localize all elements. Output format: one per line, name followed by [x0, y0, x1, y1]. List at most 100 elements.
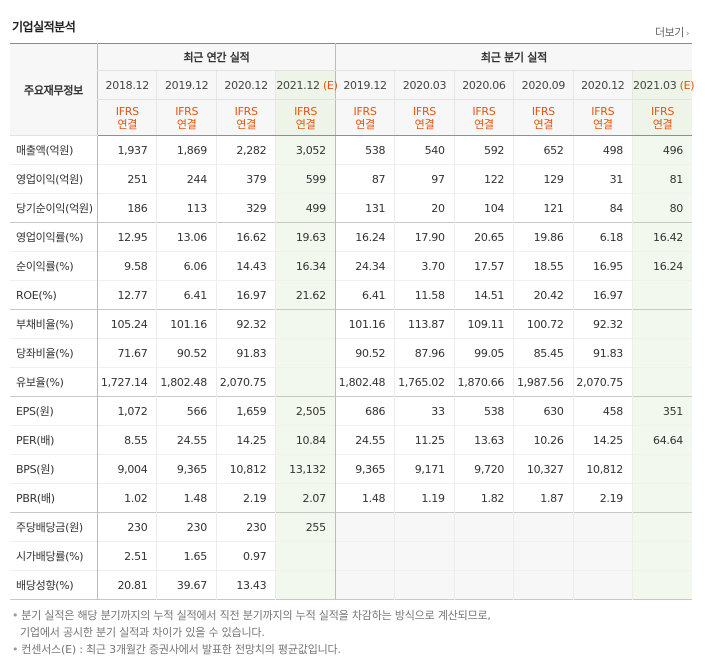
table-cell: 1.19: [394, 483, 455, 513]
table-cell: 113.87: [394, 309, 455, 339]
table-cell: 3,052: [275, 135, 336, 165]
table-cell: [275, 338, 336, 368]
table-cell: 92.32: [215, 309, 276, 339]
period-header-quarter-1: 2020.03: [394, 70, 455, 100]
table-row: PBR(배) 1.02 1.48 2.19 2.07 1.48 1.19 1.82 1.87 2.…: [10, 483, 692, 513]
table-cell: [275, 570, 336, 600]
table-cell: 14.25: [572, 425, 633, 455]
table-cell: [572, 512, 633, 542]
table-cell: 540: [394, 135, 455, 165]
table-cell: 499: [275, 193, 336, 223]
table-cell: 3.70: [394, 251, 455, 281]
table-cell: 230: [156, 512, 217, 542]
table-cell: [453, 570, 514, 600]
table-cell: 122: [453, 164, 514, 194]
table-cell: [572, 570, 633, 600]
ifrs-badge-quarter-0: IFRS 연결: [334, 99, 395, 136]
table-cell: 20.42: [513, 280, 574, 310]
table-cell: 538: [334, 135, 395, 165]
table-cell: 9.58: [97, 251, 157, 281]
table-cell: 6.41: [156, 280, 217, 310]
table-cell: 1.48: [156, 483, 217, 513]
table-row: 영업이익률(%) 12.95 13.06 16.62 19.63 16.24 17.90 20…: [10, 222, 692, 252]
table-row: 순이익률(%) 9.58 6.06 14.43 16.34 24.34 3.70 17.57 1…: [10, 251, 692, 281]
table-row: 당좌비율(%) 71.67 90.52 91.83 90.52 87.96 99.05 85.…: [10, 338, 692, 368]
row-label: 배당성향(%): [10, 570, 98, 600]
table-cell: 19.86: [513, 222, 574, 252]
table-cell: 87: [334, 164, 395, 194]
table-cell: [632, 338, 692, 368]
table-cell: 2,070.75: [215, 367, 276, 397]
table-cell: 113: [156, 193, 217, 223]
row-label: 순이익률(%): [10, 251, 98, 281]
table-cell: 186: [97, 193, 157, 223]
table-cell: 80: [632, 193, 692, 223]
footnotes: • 분기 실적은 해당 분기까지의 누적 실적에서 직전 분기까지의 누적 실적을…: [12, 607, 491, 658]
table-cell: 90.52: [334, 338, 395, 368]
table-row: PER(배) 8.55 24.55 14.25 10.84 24.55 11.25 13.63…: [10, 425, 692, 455]
period-header-quarter-4: 2020.12: [572, 70, 633, 100]
table-cell: 1.48: [334, 483, 395, 513]
table-cell: 6.06: [156, 251, 217, 281]
row-label: 영업이익률(%): [10, 222, 98, 252]
table-cell: 17.90: [394, 222, 455, 252]
row-label: 당좌비율(%): [10, 338, 98, 368]
table-cell: 14.25: [215, 425, 276, 455]
table-cell: 11.58: [394, 280, 455, 310]
ifrs-badge-annual-1: IFRS 연결: [156, 99, 217, 136]
table-cell: 11.25: [394, 425, 455, 455]
table-cell: 379: [215, 164, 276, 194]
table-cell: 9,720: [453, 454, 514, 484]
table-cell: 9,365: [156, 454, 217, 484]
row-label: 시가배당률(%): [10, 541, 98, 571]
table-cell: 101.16: [156, 309, 217, 339]
table-cell: 1,937: [97, 135, 157, 165]
more-link[interactable]: 더보기 ›: [655, 24, 690, 40]
table-row: 주당배당금(원) 230 230 230 255: [10, 512, 692, 542]
table-cell: [513, 512, 574, 542]
table-cell: 686: [334, 396, 395, 426]
table-cell: 16.24: [632, 251, 692, 281]
ifrs-badge-annual-2: IFRS 연결: [215, 99, 276, 136]
table-cell: [453, 541, 514, 571]
period-header-annual-3: 2021.12 (E): [275, 70, 338, 100]
table-cell: 6.18: [572, 222, 633, 252]
table-cell: 64.64: [632, 425, 692, 455]
table-cell: [394, 512, 455, 542]
row-label: 주당배당금(원): [10, 512, 98, 542]
table-cell: 13.63: [453, 425, 514, 455]
table-cell: 105.24: [97, 309, 157, 339]
table-cell: 351: [632, 396, 692, 426]
table-cell: [453, 512, 514, 542]
table-cell: 0.97: [215, 541, 276, 571]
table-row: 영업이익(억원) 251 244 379 599 87 97 122 129 31 81: [10, 164, 692, 194]
table-cell: 20.65: [453, 222, 514, 252]
table-cell: [334, 570, 395, 600]
table-cell: 2.51: [97, 541, 157, 571]
table-cell: 9,004: [97, 454, 157, 484]
row-label: EPS(원): [10, 396, 98, 426]
table-cell: 97: [394, 164, 455, 194]
table-cell: 1,869: [156, 135, 217, 165]
table-cell: 13,132: [275, 454, 336, 484]
ifrs-badge-annual-3: IFRS 연결: [275, 99, 336, 136]
table-cell: 31: [572, 164, 633, 194]
table-cell: 1,727.14: [97, 367, 157, 397]
label-column-header: 주요재무정보: [10, 43, 98, 136]
table-cell: [632, 541, 692, 571]
table-row: 매출액(억원) 1,937 1,869 2,282 3,052 538 540 592 652 4…: [10, 135, 692, 165]
table-cell: 12.95: [97, 222, 157, 252]
table-cell: 566: [156, 396, 217, 426]
table-cell: 1.02: [97, 483, 157, 513]
table-cell: 630: [513, 396, 574, 426]
table-cell: 14.51: [453, 280, 514, 310]
period-header-annual-0: 2018.12: [97, 70, 157, 100]
table-cell: 14.43: [215, 251, 276, 281]
table-cell: [394, 541, 455, 571]
table-cell: 91.83: [215, 338, 276, 368]
table-cell: 99.05: [453, 338, 514, 368]
table-cell: 21.62: [275, 280, 336, 310]
more-link-label: 더보기: [655, 26, 684, 39]
table-cell: 10,327: [513, 454, 574, 484]
table-cell: 16.34: [275, 251, 336, 281]
